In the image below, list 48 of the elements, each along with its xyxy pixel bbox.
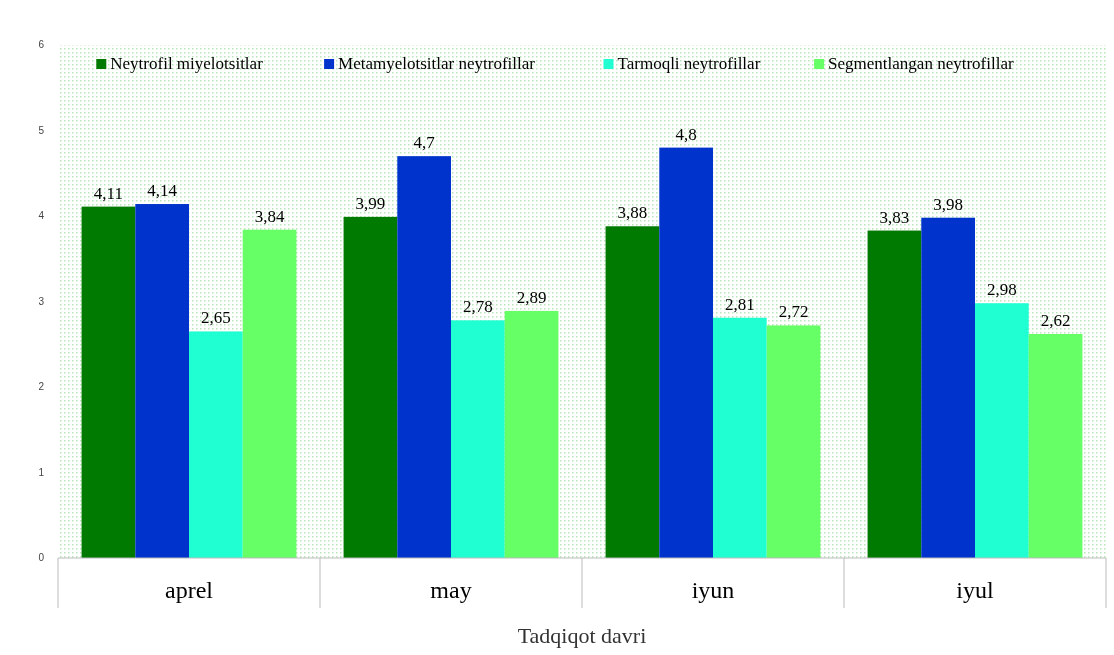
bar <box>1028 333 1083 558</box>
bar <box>605 226 660 558</box>
data-label: 3,88 <box>617 203 648 223</box>
data-label: 2,81 <box>724 294 755 314</box>
bar <box>451 320 505 558</box>
legend-label: Metamyelotsitlar neytrofillar <box>338 54 536 73</box>
x-tick-label: iyun <box>691 577 735 603</box>
data-label: 4,14 <box>147 181 178 201</box>
bar <box>867 230 922 558</box>
data-label: 2,65 <box>200 308 231 328</box>
data-label: 2,62 <box>1040 310 1071 330</box>
x-tick-label: iyul <box>956 577 994 603</box>
x-tick-label: aprel <box>165 577 214 603</box>
data-label: 2,72 <box>778 302 809 322</box>
data-label: 2,89 <box>516 287 547 307</box>
y-tick-label: 3 <box>38 295 45 307</box>
x-tick-label: may <box>430 577 472 603</box>
legend-label: Neytrofil miyelotsitlar <box>110 54 264 73</box>
y-tick-label: 1 <box>38 466 45 478</box>
y-tick-label: 4 <box>38 210 45 221</box>
bar <box>504 310 559 558</box>
y-tick-label: 0 <box>38 552 45 563</box>
y-tick-label: 5 <box>38 124 45 136</box>
legend-label: Segmentlangan neytrofillar <box>828 54 1014 73</box>
x-axis-title: Tadqiqot davri <box>517 623 647 648</box>
data-label: 2,78 <box>462 297 493 317</box>
data-label: 4,11 <box>93 183 123 203</box>
bar <box>81 206 136 558</box>
bar <box>921 217 975 558</box>
bar <box>189 331 243 558</box>
data-label: 4,8 <box>675 124 697 144</box>
data-label: 2,98 <box>986 280 1017 300</box>
bar <box>713 317 767 558</box>
data-label: 3,83 <box>879 207 910 227</box>
bar <box>975 303 1029 558</box>
data-label: 3,99 <box>355 193 386 213</box>
y-tick-label: 2 <box>38 381 45 392</box>
y-tick-label: 6 <box>38 39 45 50</box>
data-label: 3,98 <box>933 194 964 214</box>
bar <box>343 216 398 558</box>
bar <box>659 147 713 558</box>
bar <box>242 229 297 558</box>
legend-label: Tarmoqli neytrofillar <box>617 54 761 73</box>
bar <box>135 204 189 558</box>
data-label: 3,84 <box>254 206 285 226</box>
bar <box>397 156 451 558</box>
bar <box>766 325 821 558</box>
data-label: 4,7 <box>413 133 436 153</box>
